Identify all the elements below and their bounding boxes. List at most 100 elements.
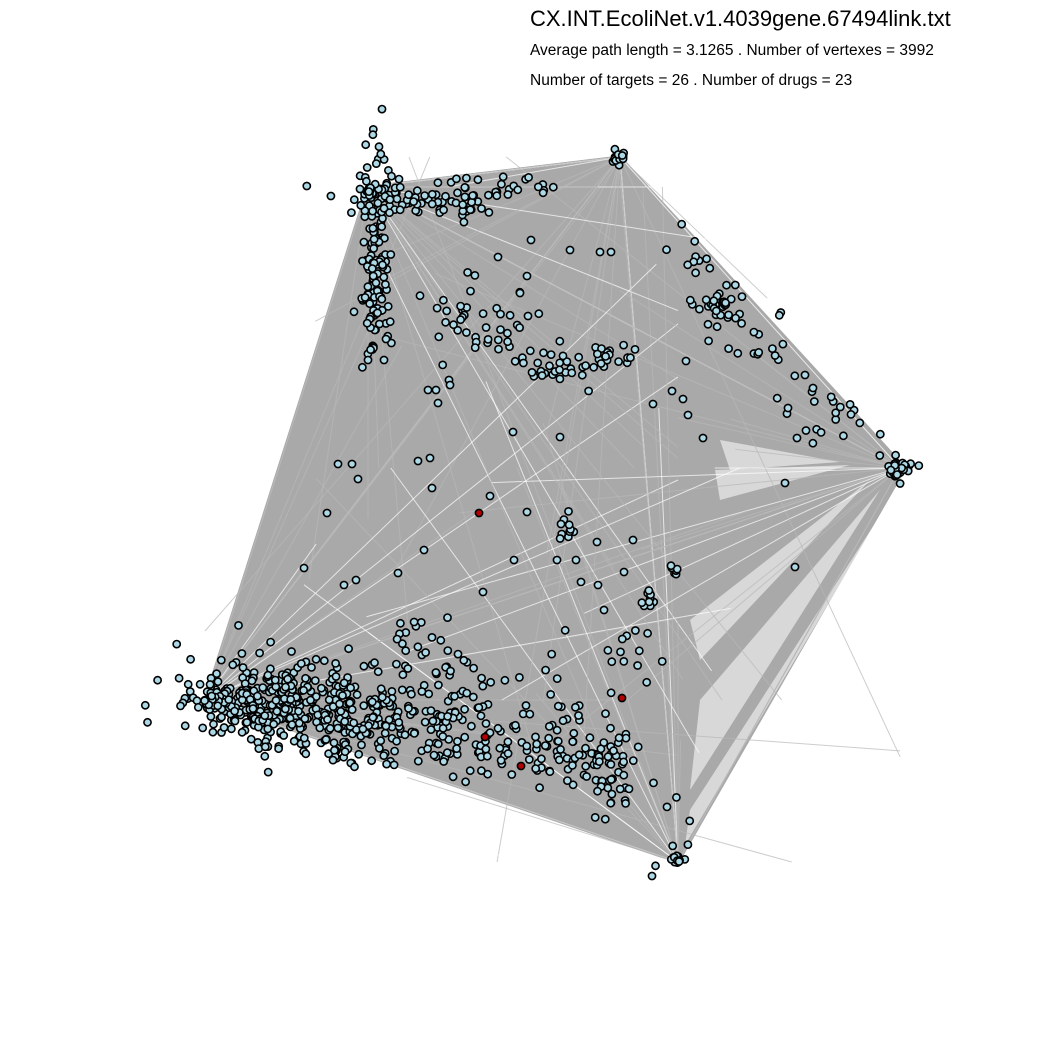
node: [525, 346, 535, 356]
node: [628, 535, 638, 545]
node: [323, 715, 332, 724]
node: [379, 203, 389, 213]
node: [603, 645, 613, 655]
node: [606, 760, 616, 769]
node: [537, 754, 546, 764]
node: [286, 695, 296, 704]
node: [606, 775, 616, 784]
node: [461, 173, 471, 183]
node: [545, 361, 554, 371]
node: [401, 646, 411, 656]
edge-gap: [720, 440, 840, 470]
node: [507, 770, 517, 779]
node: [496, 756, 506, 765]
node: [426, 706, 436, 715]
node: [496, 309, 505, 319]
node: [630, 344, 640, 354]
node: [329, 738, 339, 748]
graph-title: CX.INT.EcoliNet.v1.4039gene.67494link.tx…: [530, 6, 951, 31]
node: [624, 784, 634, 794]
node: [208, 727, 218, 737]
node: [519, 358, 528, 368]
node: [724, 310, 733, 320]
node: [616, 647, 625, 657]
node: [690, 236, 700, 246]
node: [581, 743, 590, 753]
node: [555, 365, 564, 375]
node: [492, 191, 502, 201]
edge: [619, 156, 768, 299]
node: [582, 772, 591, 781]
node: [368, 713, 378, 722]
node: [283, 674, 293, 684]
node: [493, 723, 503, 733]
node: [808, 383, 818, 393]
node: [548, 182, 558, 192]
node: [643, 628, 652, 638]
target-node: [480, 732, 490, 742]
node: [790, 371, 800, 381]
node: [338, 691, 347, 700]
edge: [204, 699, 679, 863]
node: [619, 757, 628, 767]
node: [526, 235, 536, 245]
node: [449, 320, 458, 330]
node: [359, 701, 369, 710]
node: [564, 520, 574, 530]
node: [541, 665, 550, 675]
node: [433, 398, 443, 408]
node: [595, 247, 605, 257]
node: [423, 385, 433, 395]
node: [271, 696, 281, 705]
node: [662, 245, 671, 255]
node: [311, 654, 321, 664]
node: [272, 706, 282, 716]
node: [846, 409, 856, 419]
edge: [367, 186, 700, 754]
node: [216, 655, 226, 665]
node: [577, 370, 587, 380]
node: [367, 264, 377, 273]
node: [540, 741, 550, 750]
node: [360, 292, 370, 302]
node: [398, 670, 408, 680]
node: [350, 762, 359, 772]
node: [596, 744, 606, 754]
node: [498, 172, 508, 182]
node: [647, 871, 657, 881]
node: [438, 295, 448, 305]
node: [607, 789, 617, 799]
node: [349, 195, 359, 205]
node: [459, 217, 469, 227]
node: [212, 669, 221, 679]
node: [722, 280, 731, 290]
node: [368, 223, 378, 233]
edge: [619, 290, 901, 469]
node: [427, 199, 437, 209]
node: [683, 260, 693, 270]
node: [329, 745, 339, 755]
node: [496, 325, 505, 334]
edge: [619, 156, 679, 863]
edge: [491, 467, 901, 484]
node: [310, 676, 320, 685]
node: [299, 685, 308, 695]
node: [891, 450, 900, 460]
node: [556, 519, 566, 529]
node: [614, 357, 623, 366]
node: [390, 746, 399, 756]
edge: [367, 186, 684, 680]
node: [568, 761, 577, 770]
node: [584, 386, 593, 396]
node: [698, 433, 708, 443]
node: [287, 720, 297, 729]
node: [363, 355, 373, 365]
node: [439, 205, 448, 215]
node: [413, 456, 423, 466]
node: [228, 660, 238, 670]
node: [258, 683, 268, 692]
node: [364, 187, 374, 196]
node: [545, 767, 555, 777]
node: [614, 733, 624, 743]
node: [379, 751, 389, 760]
